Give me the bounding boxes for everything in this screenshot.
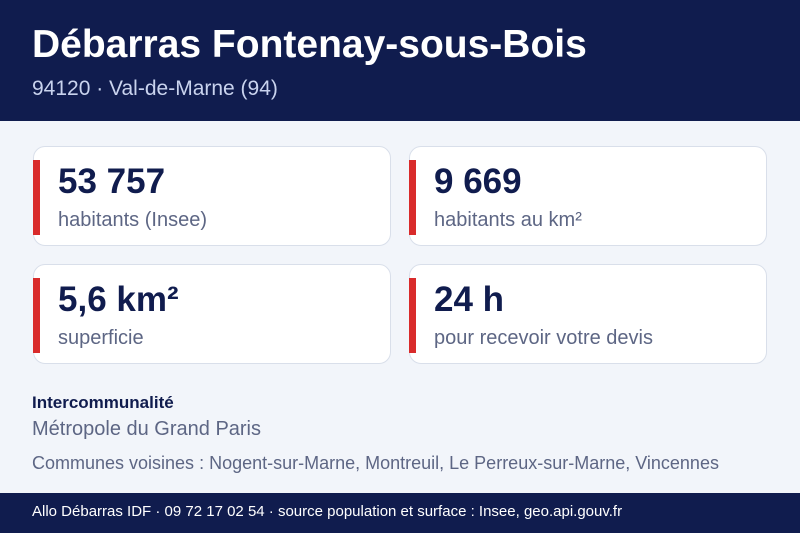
stat-card-area: 5,6 km² superficie bbox=[33, 264, 391, 364]
stat-card-quote-delay: 24 h pour recevoir votre devis bbox=[409, 264, 767, 364]
page-subtitle: 94120 · Val-de-Marne (94) bbox=[32, 77, 278, 100]
page-title: Débarras Fontenay-sous-Bois bbox=[32, 23, 587, 66]
neighboring-communes: Communes voisines : Nogent-sur-Marne, Mo… bbox=[32, 453, 719, 473]
accent-bar bbox=[409, 278, 416, 353]
stat-card-population: 53 757 habitants (Insee) bbox=[33, 146, 391, 246]
accent-bar bbox=[33, 278, 40, 353]
footer-banner: Allo Débarras IDF · 09 72 17 02 54 · sou… bbox=[0, 493, 800, 533]
stat-value: 9 669 bbox=[434, 162, 522, 201]
stat-value: 24 h bbox=[434, 280, 505, 319]
stat-label: superficie bbox=[58, 327, 144, 349]
stat-label: pour recevoir votre devis bbox=[434, 327, 653, 349]
stat-card-density: 9 669 habitants au km² bbox=[409, 146, 767, 246]
stat-value: 5,6 km² bbox=[58, 280, 179, 319]
accent-bar bbox=[409, 160, 416, 235]
intercommunalite-heading: Intercommunalité bbox=[32, 393, 174, 412]
stat-value: 53 757 bbox=[58, 162, 166, 201]
stat-label: habitants (Insee) bbox=[58, 209, 207, 231]
footer-text: Allo Débarras IDF · 09 72 17 02 54 · sou… bbox=[32, 503, 623, 520]
header-banner: Débarras Fontenay-sous-Bois 94120 · Val-… bbox=[0, 0, 800, 121]
stat-label: habitants au km² bbox=[434, 209, 582, 231]
accent-bar bbox=[33, 160, 40, 235]
intercommunalite-value: Métropole du Grand Paris bbox=[32, 418, 262, 440]
